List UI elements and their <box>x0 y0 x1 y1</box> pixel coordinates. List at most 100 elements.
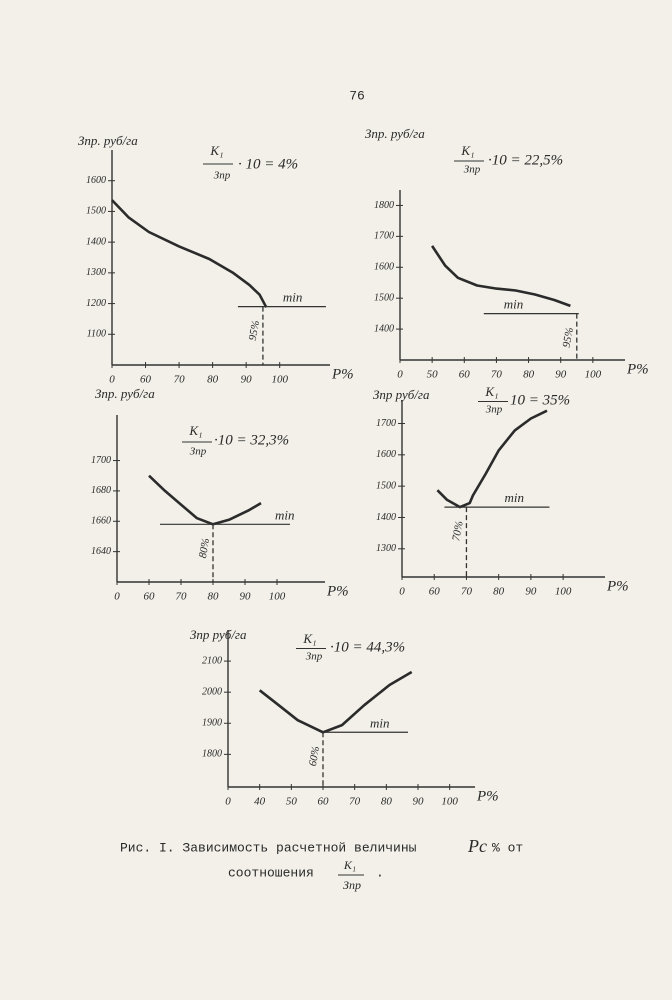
x-tick-label: 80 <box>523 369 535 381</box>
x-axis-label: P% <box>476 788 499 804</box>
caption-symbol: Pс <box>467 836 487 856</box>
x-tick-label: 50 <box>427 369 439 381</box>
x-axis-label: P% <box>331 366 354 382</box>
x-axis-label: P% <box>326 583 349 599</box>
y-tick-label: 1500 <box>376 480 396 491</box>
x-tick-label: 80 <box>381 796 393 808</box>
x-tick-label: 100 <box>441 796 458 808</box>
curve <box>148 474 262 526</box>
y-tick-label: 2000 <box>202 686 222 697</box>
min-label: min <box>275 507 295 522</box>
y-tick-label: 1100 <box>87 329 106 340</box>
min-label: min <box>283 290 303 305</box>
formula-text: ·10 = 32,3% <box>214 432 289 448</box>
x-tick-label: 90 <box>525 586 537 598</box>
y-tick-label: 1400 <box>376 512 396 523</box>
min-label: min <box>504 297 524 312</box>
y-tick-label: 1800 <box>202 749 222 760</box>
y-tick-label: 1200 <box>86 298 106 309</box>
chart: 1640 1660 1680 1700 0 60 70 80 90 100 P% Зпр. руб/г… <box>91 386 349 603</box>
caption-denominator: Зпр <box>343 878 361 892</box>
x-tick-label: 0 <box>397 369 403 381</box>
x-tick-label: 70 <box>349 796 361 808</box>
caption: Рис. I. Зависимость расчетной величины <box>120 840 417 855</box>
x-axis-label: P% <box>606 578 629 594</box>
formula-numerator: K₁ <box>460 143 474 158</box>
x-tick-label: 100 <box>271 374 288 386</box>
x-tick-label: 100 <box>555 586 572 598</box>
x-tick-label: 0 <box>109 374 115 386</box>
y-tick-label: 1500 <box>374 292 394 303</box>
y-axis-label: Зпр руб/га <box>190 627 247 642</box>
y-tick-label: 1300 <box>376 543 396 554</box>
formula-numerator: K₁ <box>209 143 223 158</box>
y-tick-label: 1680 <box>91 485 111 496</box>
y-tick-label: 1400 <box>374 323 394 334</box>
optimum-label: 80% <box>197 537 212 559</box>
min-label: min <box>370 715 390 730</box>
y-axis-label: Зпр руб/га <box>373 387 430 402</box>
x-tick-label: 80 <box>208 591 220 603</box>
y-tick-label: 1900 <box>202 718 222 729</box>
x-tick-label: 70 <box>461 586 473 598</box>
x-tick-label: 0 <box>225 796 231 808</box>
formula-denominator: Зпр <box>306 651 323 663</box>
curve <box>111 199 268 308</box>
page-number: 76 <box>349 88 365 103</box>
x-tick-label: 60 <box>140 374 152 386</box>
optimum-label: 60% <box>307 745 322 767</box>
y-tick-label: 1300 <box>86 267 106 278</box>
y-tick-label: 1640 <box>91 546 111 557</box>
x-tick-label: 70 <box>174 374 186 386</box>
formula-text: ·10 = 22,5% <box>488 152 563 168</box>
x-tick-label: 70 <box>491 369 503 381</box>
x-tick-label: 80 <box>207 374 219 386</box>
formula-denominator: Зпр <box>486 404 503 416</box>
optimum-label: 95% <box>561 327 576 349</box>
y-tick-label: 1600 <box>86 175 106 186</box>
chart: 1800 1900 2000 2100 0 40 50 60 70 80 90 100 P% Зпр ру… <box>190 627 499 808</box>
caption-numerator: K₁ <box>343 858 356 872</box>
curve <box>436 409 548 509</box>
x-tick-label: 70 <box>176 591 188 603</box>
y-tick-label: 1600 <box>374 262 394 273</box>
formula-denominator: Зпр <box>464 164 481 176</box>
x-tick-label: 50 <box>286 796 298 808</box>
caption: соотношения <box>228 865 314 880</box>
caption: % от <box>492 840 523 855</box>
y-tick-label: 1400 <box>86 236 106 247</box>
y-tick-label: 2100 <box>202 655 222 666</box>
y-axis-label: Зпр. руб/га <box>78 133 138 148</box>
x-tick-label: 80 <box>493 586 505 598</box>
y-axis-label: Зпр. руб/га <box>95 386 155 401</box>
x-tick-label: 90 <box>241 374 253 386</box>
formula-denominator: Зпр <box>190 446 207 458</box>
x-tick-label: 60 <box>318 796 330 808</box>
formula-text: ·10 = 44,3% <box>330 639 405 655</box>
formula-numerator: K₁ <box>188 423 202 438</box>
x-tick-label: 90 <box>240 591 252 603</box>
curve <box>431 245 571 308</box>
chart: 1400 1500 1600 1700 1800 0 50 60 70 80 90 100 P% Зпр.… <box>365 126 649 381</box>
optimum-label: 70% <box>450 520 465 542</box>
formula-text: 10 = 35% <box>510 392 570 408</box>
min-label: min <box>504 490 524 505</box>
x-tick-label: 100 <box>269 591 286 603</box>
optimum-label: 95% <box>247 320 262 342</box>
y-tick-label: 1700 <box>374 231 394 242</box>
y-tick-label: 1500 <box>86 206 106 217</box>
caption: . <box>376 865 384 880</box>
curve <box>258 670 413 734</box>
y-tick-label: 1600 <box>376 449 396 460</box>
x-tick-label: 40 <box>254 796 266 808</box>
x-tick-label: 60 <box>459 369 471 381</box>
x-tick-label: 90 <box>413 796 425 808</box>
chart: 1300 1400 1500 1600 1700 0 60 70 80 90 100 P% Зпр ру… <box>373 384 629 598</box>
y-tick-label: 1800 <box>374 200 394 211</box>
x-tick-label: 100 <box>585 369 602 381</box>
formula-numerator: K₁ <box>484 384 498 399</box>
formula-numerator: K₁ <box>302 631 316 646</box>
formula-denominator: Зпр <box>214 170 231 182</box>
x-tick-label: 60 <box>429 586 441 598</box>
